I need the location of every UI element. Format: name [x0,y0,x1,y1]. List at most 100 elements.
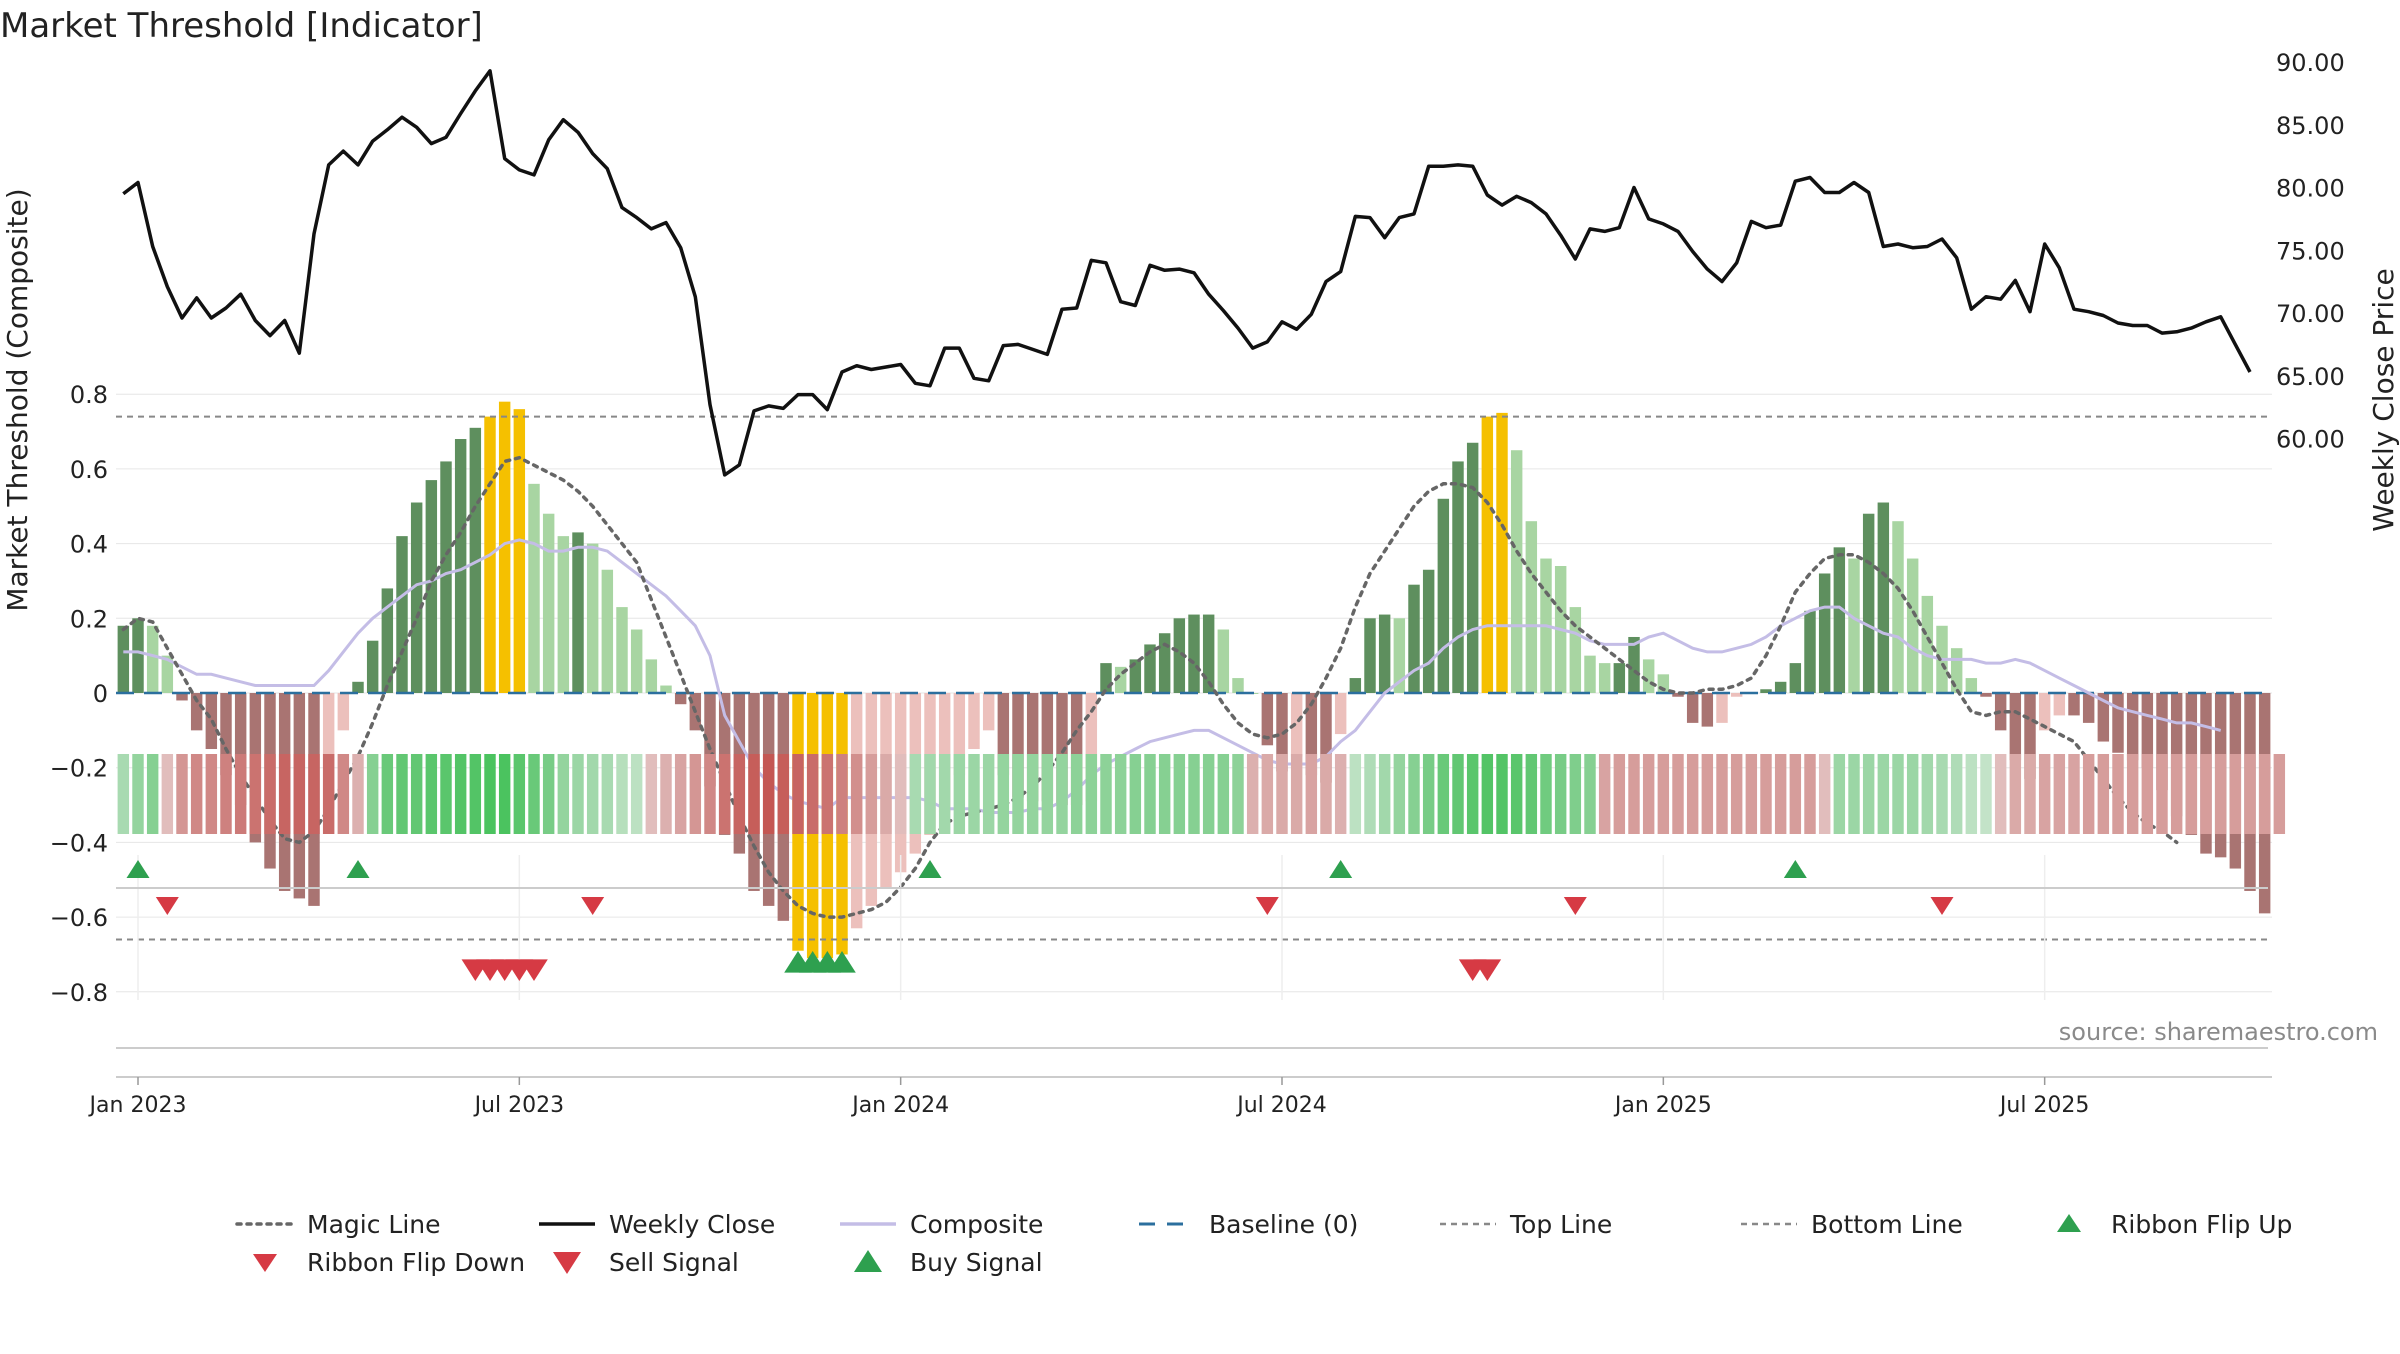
x-tick-label: Jan 2025 [1613,1093,1712,1118]
weekly-close-line [122,69,2252,477]
composite-bar [1466,442,1479,693]
composite-bar [1100,663,1112,693]
composite-bar [2141,693,2154,768]
composite-bar [645,659,658,693]
composite-bar [1628,636,1640,693]
ribbon-flip-up-marker [1783,860,1807,878]
composite-bar [1129,659,1142,693]
source-note: source: sharemaestro.com [2059,1018,2378,1046]
ribbon-cell [1422,754,1435,834]
composite-bar [1701,693,1714,727]
ribbon-cell [542,754,555,834]
ribbon-cell [234,754,247,834]
composite-bar [572,532,584,693]
composite-bar [1408,584,1420,693]
ribbon-cell [396,754,408,834]
legend: Magic Line Weekly Close Composite Baseline … [235,1210,2292,1277]
legend-label: Sell Signal [609,1248,739,1277]
ribbon-cell [1730,754,1743,834]
composite-bar [1188,614,1200,693]
ribbon-cell [1672,754,1684,834]
ribbon-cell [1408,754,1420,834]
ribbon-cell [1657,754,1670,834]
ribbon-cell [2170,754,2183,834]
ribbon-cell [1818,754,1831,834]
y-tick-left-label: 0.8 [70,381,108,409]
ribbon-cell [880,754,892,834]
composite-bar [2068,693,2080,716]
ribbon-cell [1188,754,1200,834]
legend-label: Bottom Line [1811,1210,1963,1239]
ribbon-cell [1334,754,1347,834]
ribbon-flip-down-marker [1563,897,1587,915]
ribbon-cell [2024,754,2036,834]
composite-bar [1393,618,1406,693]
ribbon-cell [689,754,702,834]
composite-bar [1496,412,1508,693]
ribbon-cell [1246,754,1259,834]
ribbon-cell [337,754,350,834]
y-tick-right-label: 80.00 [2276,175,2345,203]
composite-bar [440,461,452,693]
ribbon-cell [1950,754,1963,834]
composite-bar [1012,693,1024,798]
chart-title: Market Threshold [Indicator] [0,6,483,46]
composite-bar [1525,521,1538,693]
composite-bar [1481,416,1494,693]
ribbon-cell [1305,754,1318,834]
composite-bar [234,693,247,806]
legend-label: Weekly Close [609,1210,775,1239]
composite-bar [1584,655,1596,693]
ribbon-cell [1686,754,1699,834]
composite-bar [1334,693,1347,735]
composite-bar [1437,498,1450,693]
composite-bar [1349,678,1362,693]
legend-label: Top Line [1509,1210,1612,1239]
composite-bar [542,513,555,693]
ribbon-cell [1173,754,1186,834]
legend-label: Buy Signal [910,1248,1043,1277]
ribbon-cell [1994,754,2007,834]
composite-bar [1305,693,1318,776]
ribbon-cell [1349,754,1362,834]
ribbon-cell [352,754,364,834]
ribbon-cell [2258,754,2271,834]
ribbon-cell [498,754,511,834]
y-tick-left-label: −0.6 [50,904,108,932]
ribbon-cell [938,754,951,834]
ribbon-cell [2068,754,2080,834]
ribbon-flip-down-marker [1255,897,1279,915]
ribbon-cell [2156,754,2168,834]
ribbon-cell [146,754,159,834]
ribbon-cell [1144,754,1156,834]
composite-bar [1261,693,1274,746]
ribbon-cell [777,754,790,834]
ribbon-cell [1877,754,1890,834]
ribbon-cell [2214,754,2227,834]
ribbon-cell [513,754,526,834]
y-tick-right-label: 70.00 [2276,300,2345,328]
ribbon-cell [1804,754,1816,834]
ribbon-cell [1261,754,1274,834]
ribbon-cell [997,754,1010,834]
composite-bar [1980,693,1992,697]
ribbon-cell [982,754,995,834]
ribbon-cell [1862,754,1875,834]
composite-bar [2097,693,2110,742]
ribbon-cell [2038,754,2051,834]
composite-bar [1950,648,1963,693]
ribbon-flip-down-marker [581,897,605,915]
composite-bar [1378,614,1391,693]
ribbon-cell [1774,754,1787,834]
composite-bar [410,502,423,693]
x-tick-label: Jul 2025 [1998,1093,2090,1118]
composite-bar [1672,693,1684,697]
ribbon-cell [968,754,980,834]
ribbon-cell [249,754,262,834]
composite-bar [454,439,467,693]
y-tick-right-label: 90.00 [2276,49,2345,77]
ribbon-cell [1554,754,1567,834]
ribbon-cell [1290,754,1303,834]
